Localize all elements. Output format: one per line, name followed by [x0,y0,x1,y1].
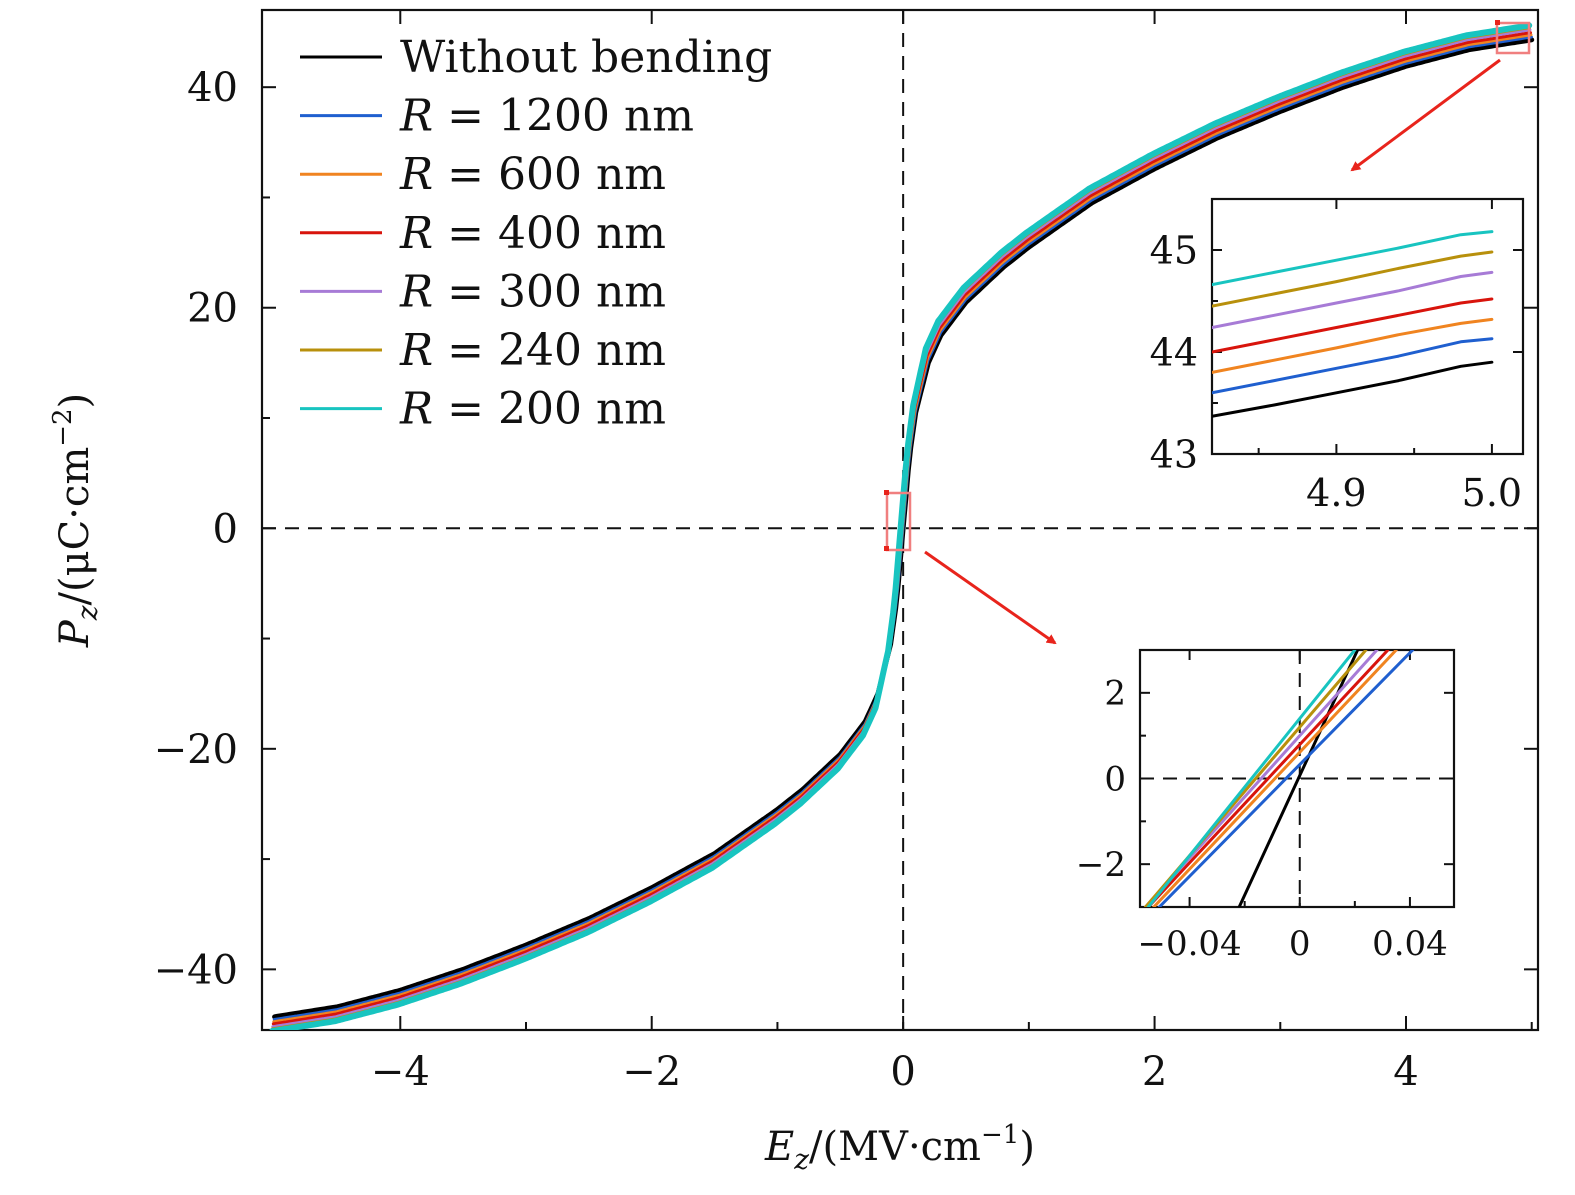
inset-y-tick-label: 2 [1104,674,1126,714]
y-tick-label: −20 [154,727,238,773]
x-tick-label: −2 [622,1049,681,1095]
inset-series-line-r-300-nm [1212,270,1494,329]
inset-top-right: 4.9 5.0 43 44 45 [1150,197,1525,515]
inset-series-line-without-bending [1212,360,1494,418]
inset-y-tick-label: −2 [1076,845,1126,885]
y-tick-label: −40 [154,947,238,993]
series-line-r-200-nm [269,22,1533,1030]
inset-x-tick-label: 0.04 [1372,924,1448,964]
zoom-box-top-marker [1495,20,1500,25]
y-axis-label: Pz/(μC·cm−2) [48,393,104,648]
y-tick-label: 40 [187,65,238,111]
x-axis-label: Ez/(MV·cm−1) [764,1120,1035,1176]
inset-series-line-r-1200-nm [1157,650,1415,907]
inset-y-tick-label: 45 [1150,228,1198,272]
x-tick-label: 2 [1142,1049,1167,1095]
inset-top-frame [1210,197,1525,456]
x-tick-label: 0 [890,1049,915,1095]
legend-label-r-400-nm: R = 400 nm [399,208,666,259]
legend: Without bending R = 1200 nm R = 600 nm R = … [300,32,772,435]
zoom-annotations [884,20,1531,645]
inset-bottom-series [1144,650,1415,907]
plot-frame [260,8,1540,1032]
inset-series-line-r-240-nm [1212,250,1494,308]
y-tick-label: 0 [213,506,238,552]
legend-label-r-240-nm: R = 240 nm [399,325,666,376]
arrow-to-bottom-inset [924,550,1057,645]
main-series-group [269,22,1535,1030]
zoom-box-origin [885,491,912,552]
inset-series-line-r-200-nm [1146,650,1357,907]
inset-x-tick-label: 0 [1289,924,1311,964]
legend-label-r-600-nm: R = 600 nm [399,149,666,200]
legend-label-without-bending: Without bending [400,32,772,83]
zoom-box-origin-marker-top [884,490,889,495]
inset-top-ticks: 4.9 5.0 43 44 45 [1150,199,1523,515]
x-tick-label: 4 [1393,1049,1418,1095]
x-tick-label: −4 [371,1049,430,1095]
arrow-to-top-inset [1350,58,1501,172]
inset-series-line-r-600-nm [1152,650,1398,907]
zoom-box-origin-marker-bottom [884,546,889,551]
inset-top-series [1212,230,1494,418]
inset-series-line-r-400-nm [1146,650,1390,907]
y-tick-label: 20 [187,286,238,332]
legend-label-r-1200-nm: R = 1200 nm [399,91,694,142]
inset-series-line-r-200-nm [1212,230,1494,287]
legend-label-r-200-nm: R = 200 nm [399,384,666,435]
inset-bottom-right: −0.04 0 0.04 −2 0 2 [1076,648,1456,964]
legend-label-r-300-nm: R = 300 nm [399,266,666,317]
inset-x-tick-label: 5.0 [1462,471,1522,515]
inset-bottom-ticks: −0.04 0 0.04 −2 0 2 [1076,650,1454,964]
inset-series-line-r-600-nm [1212,317,1494,374]
inset-series-line-r-400-nm [1212,297,1494,354]
inset-y-tick-label: 44 [1150,330,1198,374]
inset-x-tick-label: −0.04 [1137,924,1241,964]
inset-series-line-r-1200-nm [1212,337,1494,395]
inset-x-tick-label: 4.9 [1306,471,1366,515]
zoom-box-top [1495,21,1531,55]
inset-y-tick-label: 43 [1150,432,1198,476]
inset-y-tick-label: 0 [1104,759,1126,799]
